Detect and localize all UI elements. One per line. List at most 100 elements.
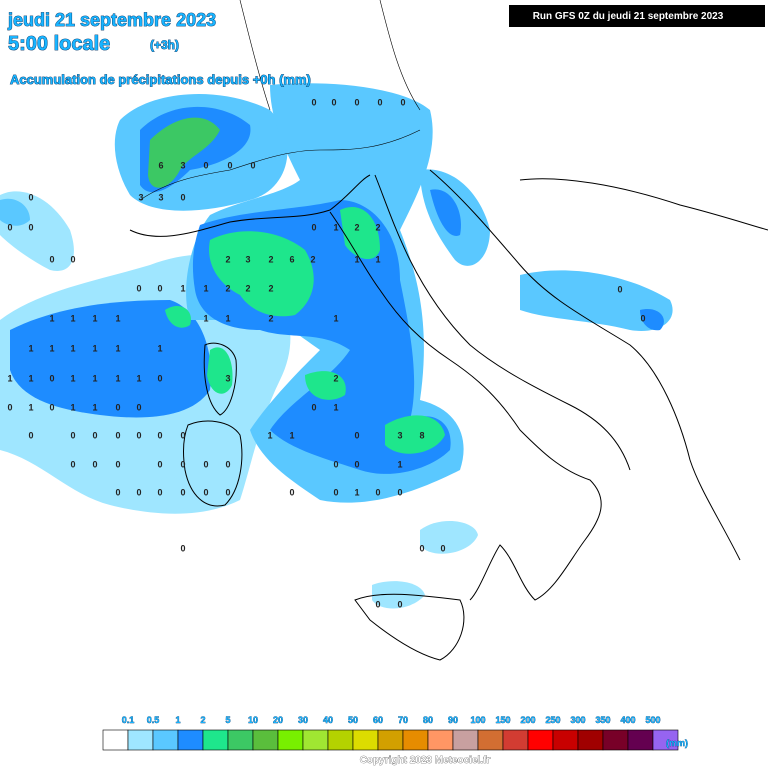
grid-value: 0 xyxy=(203,459,208,469)
grid-value: 0 xyxy=(227,160,232,170)
grid-value: 1 xyxy=(92,313,97,323)
coastlines xyxy=(129,0,768,661)
grid-value: 1 xyxy=(375,254,380,264)
grid-value: 1 xyxy=(70,313,75,323)
legend-swatch xyxy=(252,729,279,751)
grid-value: 2 xyxy=(268,254,273,264)
legend-swatch xyxy=(377,729,404,751)
legend-label: 5 xyxy=(225,715,230,725)
grid-value: 1 xyxy=(92,373,97,383)
date: jeudi 21 septembre 2023 xyxy=(7,10,216,30)
grid-value: 0 xyxy=(49,373,54,383)
legend-swatch xyxy=(227,729,254,751)
grid-value: 1 xyxy=(289,430,294,440)
grid-value: 2 xyxy=(225,283,230,293)
legend-swatch xyxy=(277,729,304,751)
grid-value: 0 xyxy=(397,599,402,609)
legend-swatch xyxy=(477,729,504,751)
grid-value: 0 xyxy=(92,459,97,469)
grid-value: 0 xyxy=(375,599,380,609)
grid-value: 0 xyxy=(311,97,316,107)
grid-value: 2 xyxy=(333,373,338,383)
grid-value: 0 xyxy=(203,160,208,170)
legend-label: 40 xyxy=(323,715,333,725)
grid-value: 1 xyxy=(49,343,54,353)
grid-value: 1 xyxy=(136,373,141,383)
legend-label: 10 xyxy=(248,715,258,725)
precipitation-areas xyxy=(0,83,673,609)
offset: (+3h) xyxy=(150,38,179,52)
grid-value: 0 xyxy=(375,487,380,497)
legend-swatch xyxy=(402,729,429,751)
grid-value: 0 xyxy=(333,459,338,469)
legend-swatch xyxy=(127,729,154,751)
legend-label: 2 xyxy=(200,715,205,725)
legend-swatch xyxy=(527,729,554,751)
grid-value: 1 xyxy=(333,222,338,232)
grid-value: 0 xyxy=(180,487,185,497)
grid-value: 0 xyxy=(136,487,141,497)
grid-value: 0 xyxy=(157,373,162,383)
run-box xyxy=(509,5,765,27)
legend-label: 1 xyxy=(175,715,180,725)
grid-value: 1 xyxy=(70,373,75,383)
grid-value: 0 xyxy=(7,222,12,232)
grid-value: 0 xyxy=(157,283,162,293)
grid-value: 0 xyxy=(157,487,162,497)
grid-value: 0 xyxy=(400,97,405,107)
grid-value: 1 xyxy=(267,430,272,440)
grid-value: 1 xyxy=(157,343,162,353)
grid-value: 0 xyxy=(354,459,359,469)
grid-value: 0 xyxy=(440,543,445,553)
legend-label: 200 xyxy=(520,715,535,725)
legend-swatch xyxy=(152,729,179,751)
grid-value: 1 xyxy=(70,402,75,412)
grid-value: 1 xyxy=(203,283,208,293)
grid-value: 3 xyxy=(158,192,163,202)
grid-value: 6 xyxy=(289,254,294,264)
legend-swatch xyxy=(302,729,329,751)
grid-value: 0 xyxy=(377,97,382,107)
grid-value: 1 xyxy=(225,313,230,323)
grid-value: 8 xyxy=(419,430,424,440)
grid-value: 0 xyxy=(354,97,359,107)
legend-label: 30 xyxy=(298,715,308,725)
grid-value: 0 xyxy=(92,430,97,440)
grid-value: 1 xyxy=(28,402,33,412)
grid-value: 1 xyxy=(92,402,97,412)
grid-value: 0 xyxy=(419,543,424,553)
grid-value: 0 xyxy=(70,254,75,264)
grid-value: 0 xyxy=(311,222,316,232)
legend-swatch xyxy=(102,729,129,751)
legend-label: 90 xyxy=(448,715,458,725)
legend-swatch xyxy=(427,729,454,751)
legend-swatch xyxy=(502,729,529,751)
grid-value: 0 xyxy=(354,430,359,440)
grid-value: 1 xyxy=(7,373,12,383)
grid-value: 1 xyxy=(180,283,185,293)
grid-value: 0 xyxy=(331,97,336,107)
legend-label: 0.1 xyxy=(122,715,135,725)
legend-label: 500 xyxy=(645,715,660,725)
grid-value: 0 xyxy=(333,487,338,497)
grid-value: 0 xyxy=(115,487,120,497)
grid-value: 3 xyxy=(138,192,143,202)
copyright: Copyright 2023 Meteociel.fr xyxy=(360,755,491,766)
grid-value: 0 xyxy=(115,402,120,412)
grid-value: 1 xyxy=(354,254,359,264)
legend-swatch xyxy=(577,729,604,751)
grid-value: 1 xyxy=(333,313,338,323)
grid-value: 0 xyxy=(136,402,141,412)
legend: 0.1 0.5 1 2 5 10 20 30 40 50 60 70 80 90 100 150 200 250 3… xyxy=(102,715,679,751)
legend-swatch xyxy=(327,729,354,751)
grid-value: 6 xyxy=(158,160,163,170)
grid-value: 0 xyxy=(28,430,33,440)
grid-value: 0 xyxy=(28,192,33,202)
legend-label: 400 xyxy=(620,715,635,725)
grid-value: 1 xyxy=(115,343,120,353)
map-values: 0 0 0 0 0 6 3 0 0 0 3 3 0 0 0 0 0 0 0 1 2 2 2 3 2 6 2 1 1 0 0 1 1 2 2 2 1 1 1 1… xyxy=(7,97,645,609)
legend-label: 60 xyxy=(373,715,383,725)
grid-value: 3 xyxy=(245,254,250,264)
grid-value: 1 xyxy=(333,402,338,412)
grid-value: 1 xyxy=(354,487,359,497)
